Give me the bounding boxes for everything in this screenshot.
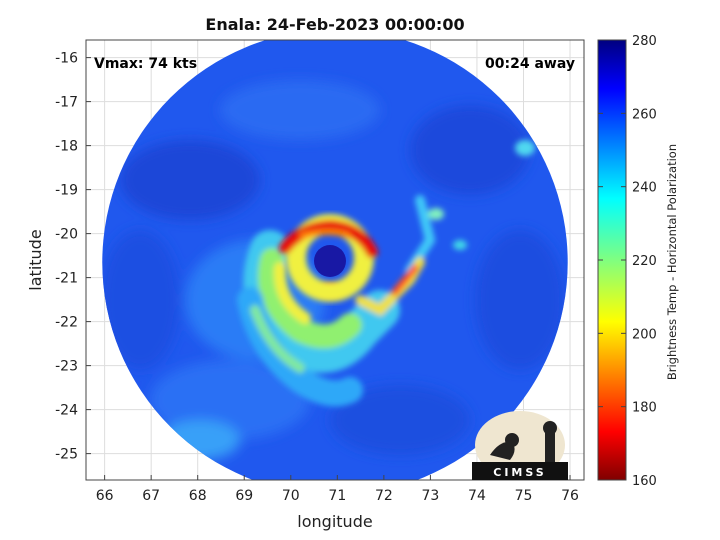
brightness-temperature-swath [102, 40, 568, 480]
vmax-annotation: Vmax: 74 kts [94, 56, 197, 72]
axes-box [85, 39, 585, 481]
x-tick-label-4: 70 [282, 488, 300, 504]
x-axis-ticks: 66 67 68 69 70 71 72 73 74 75 76 [96, 475, 579, 504]
colorbar-tick-label-3: 220 [632, 254, 657, 269]
rainband [237, 140, 535, 407]
x-tick-label-6: 72 [375, 488, 393, 504]
y-axis-label: latitude [26, 229, 45, 290]
x-tick-label-3: 69 [235, 488, 253, 504]
y-tick-label-1: -17 [55, 95, 78, 111]
chart-title: Enala: 24-Feb-2023 00:00:00 [205, 15, 464, 34]
y-tick-label-2: -18 [55, 139, 78, 155]
x-tick-label-5: 71 [328, 488, 346, 504]
colorbar-tick-label-5: 180 [632, 401, 657, 416]
x-tick-label-1: 67 [142, 488, 160, 504]
x-tick-label-9: 75 [515, 488, 533, 504]
x-tick-label-2: 68 [189, 488, 207, 504]
y-tick-label-4: -20 [55, 227, 78, 243]
colorbar-tick-label-2: 240 [632, 181, 657, 196]
x-tick-label-7: 73 [421, 488, 439, 504]
cimss-logo: CIMSS [472, 411, 568, 480]
colorbar-label: Brightness Temp - Horizontal Polarizatio… [665, 144, 679, 380]
y-tick-label-3: -19 [55, 183, 78, 199]
colorbar-tick-label-1: 260 [632, 107, 657, 122]
colorbar: 280 260 240 220 200 180 160 Brightness Temp - … [597, 34, 679, 489]
y-tick-label-7: -23 [55, 359, 78, 375]
colorbar-tick-label-6: 160 [632, 474, 657, 489]
colorbar-ticks: 280 260 240 220 200 180 160 [598, 34, 657, 489]
x-tick-label-10: 76 [561, 488, 579, 504]
y-tick-label-5: -21 [55, 271, 78, 287]
y-tick-label-0: -16 [55, 51, 78, 67]
y-tick-label-6: -22 [55, 315, 78, 331]
y-axis-ticks: -16 -17 -18 -19 -20 -21 -22 -23 -24 -25 [55, 51, 91, 463]
x-tick-label-8: 74 [468, 488, 486, 504]
y-tick-label-8: -24 [55, 403, 78, 419]
y-tick-label-9: -25 [55, 447, 78, 463]
time-offset-annotation: 00:24 away [485, 56, 575, 72]
colorbar-tick-label-4: 200 [632, 327, 657, 342]
x-tick-label-0: 66 [96, 488, 114, 504]
eyewall [279, 214, 378, 302]
storm-eye [314, 245, 346, 277]
colorbar-tick-label-0: 280 [632, 34, 657, 49]
logo-text: CIMSS [493, 466, 546, 479]
x-axis-label: longitude [297, 512, 372, 531]
